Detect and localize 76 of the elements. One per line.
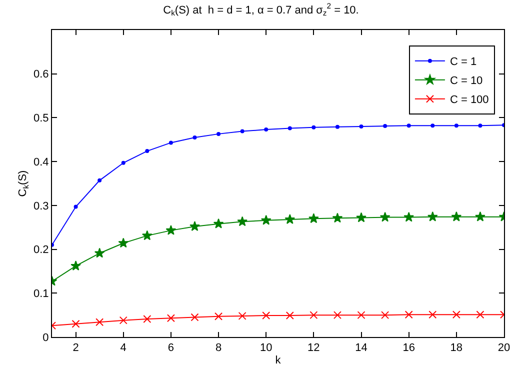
- point: [380, 212, 390, 222]
- y-tick-label: 0.4: [34, 156, 49, 168]
- point: [288, 126, 292, 130]
- point: [333, 311, 342, 320]
- point: [262, 312, 270, 320]
- legend-label: C = 100: [450, 94, 489, 106]
- point: [406, 124, 411, 128]
- point: [237, 216, 248, 226]
- y-tick-label: 0.5: [34, 112, 49, 125]
- point: [145, 149, 150, 154]
- point: [332, 212, 343, 223]
- point: [430, 124, 435, 128]
- point: [74, 204, 78, 209]
- point: [284, 214, 296, 224]
- point: [476, 310, 484, 319]
- point: [451, 211, 462, 222]
- point: [335, 124, 340, 129]
- legend-label: C = 10: [450, 75, 483, 88]
- point: [70, 260, 81, 270]
- point: [264, 128, 268, 132]
- point: [166, 225, 176, 235]
- x-tick-label: 6: [168, 342, 174, 354]
- point: [404, 212, 414, 222]
- point: [308, 213, 319, 224]
- y-tick-label: 0: [42, 332, 49, 344]
- point: [72, 320, 80, 328]
- point: [286, 312, 294, 320]
- point: [356, 212, 366, 222]
- point: [260, 214, 272, 225]
- point: [404, 310, 413, 319]
- x-axis-title: k: [275, 354, 282, 366]
- point: [428, 310, 437, 319]
- x-tick-label: 2: [72, 342, 79, 354]
- x-tick-label: 10: [260, 342, 272, 354]
- point: [312, 125, 316, 130]
- point: [359, 124, 364, 128]
- point: [454, 124, 458, 128]
- point: [142, 230, 152, 240]
- x-tick-label: 12: [308, 342, 320, 354]
- point: [190, 221, 200, 231]
- y-tick-label: 0.3: [34, 200, 49, 212]
- point: [213, 218, 224, 228]
- x-tick-label: 20: [498, 342, 510, 354]
- point: [190, 313, 199, 322]
- legend-label: C = 1: [450, 56, 477, 68]
- point: [427, 211, 438, 222]
- y-tick-label: 0.6: [34, 68, 49, 81]
- point: [98, 178, 102, 182]
- point: [168, 140, 173, 145]
- point: [475, 211, 486, 222]
- point: [310, 311, 318, 320]
- y-tick-label: 0.1: [34, 288, 49, 300]
- point: [381, 311, 390, 320]
- point: [240, 129, 244, 134]
- x-tick-label: 14: [355, 342, 368, 354]
- point: [216, 132, 221, 136]
- point: [166, 314, 175, 322]
- point: [238, 312, 246, 320]
- point: [143, 315, 152, 324]
- x-tick-label: 4: [120, 342, 126, 354]
- point: [452, 310, 460, 319]
- x-tick-label: 18: [450, 342, 463, 354]
- point: [94, 248, 105, 258]
- chart-title: C$_{k}$(S) at h = d = 1, α = 0.7 and σ$_{z}$$^{2}$ = 10.: [163, 2, 359, 18]
- point: [357, 311, 366, 320]
- point: [118, 238, 129, 248]
- y-tick-label: 0.2: [34, 244, 49, 256]
- x-tick-label: 16: [402, 342, 415, 354]
- point: [383, 124, 388, 128]
- point: [96, 318, 104, 326]
- point: [121, 160, 126, 165]
- point: [119, 316, 128, 324]
- point: [192, 135, 197, 140]
- x-tick-label: 8: [215, 342, 222, 354]
- point: [478, 124, 482, 128]
- point: [214, 312, 223, 320]
